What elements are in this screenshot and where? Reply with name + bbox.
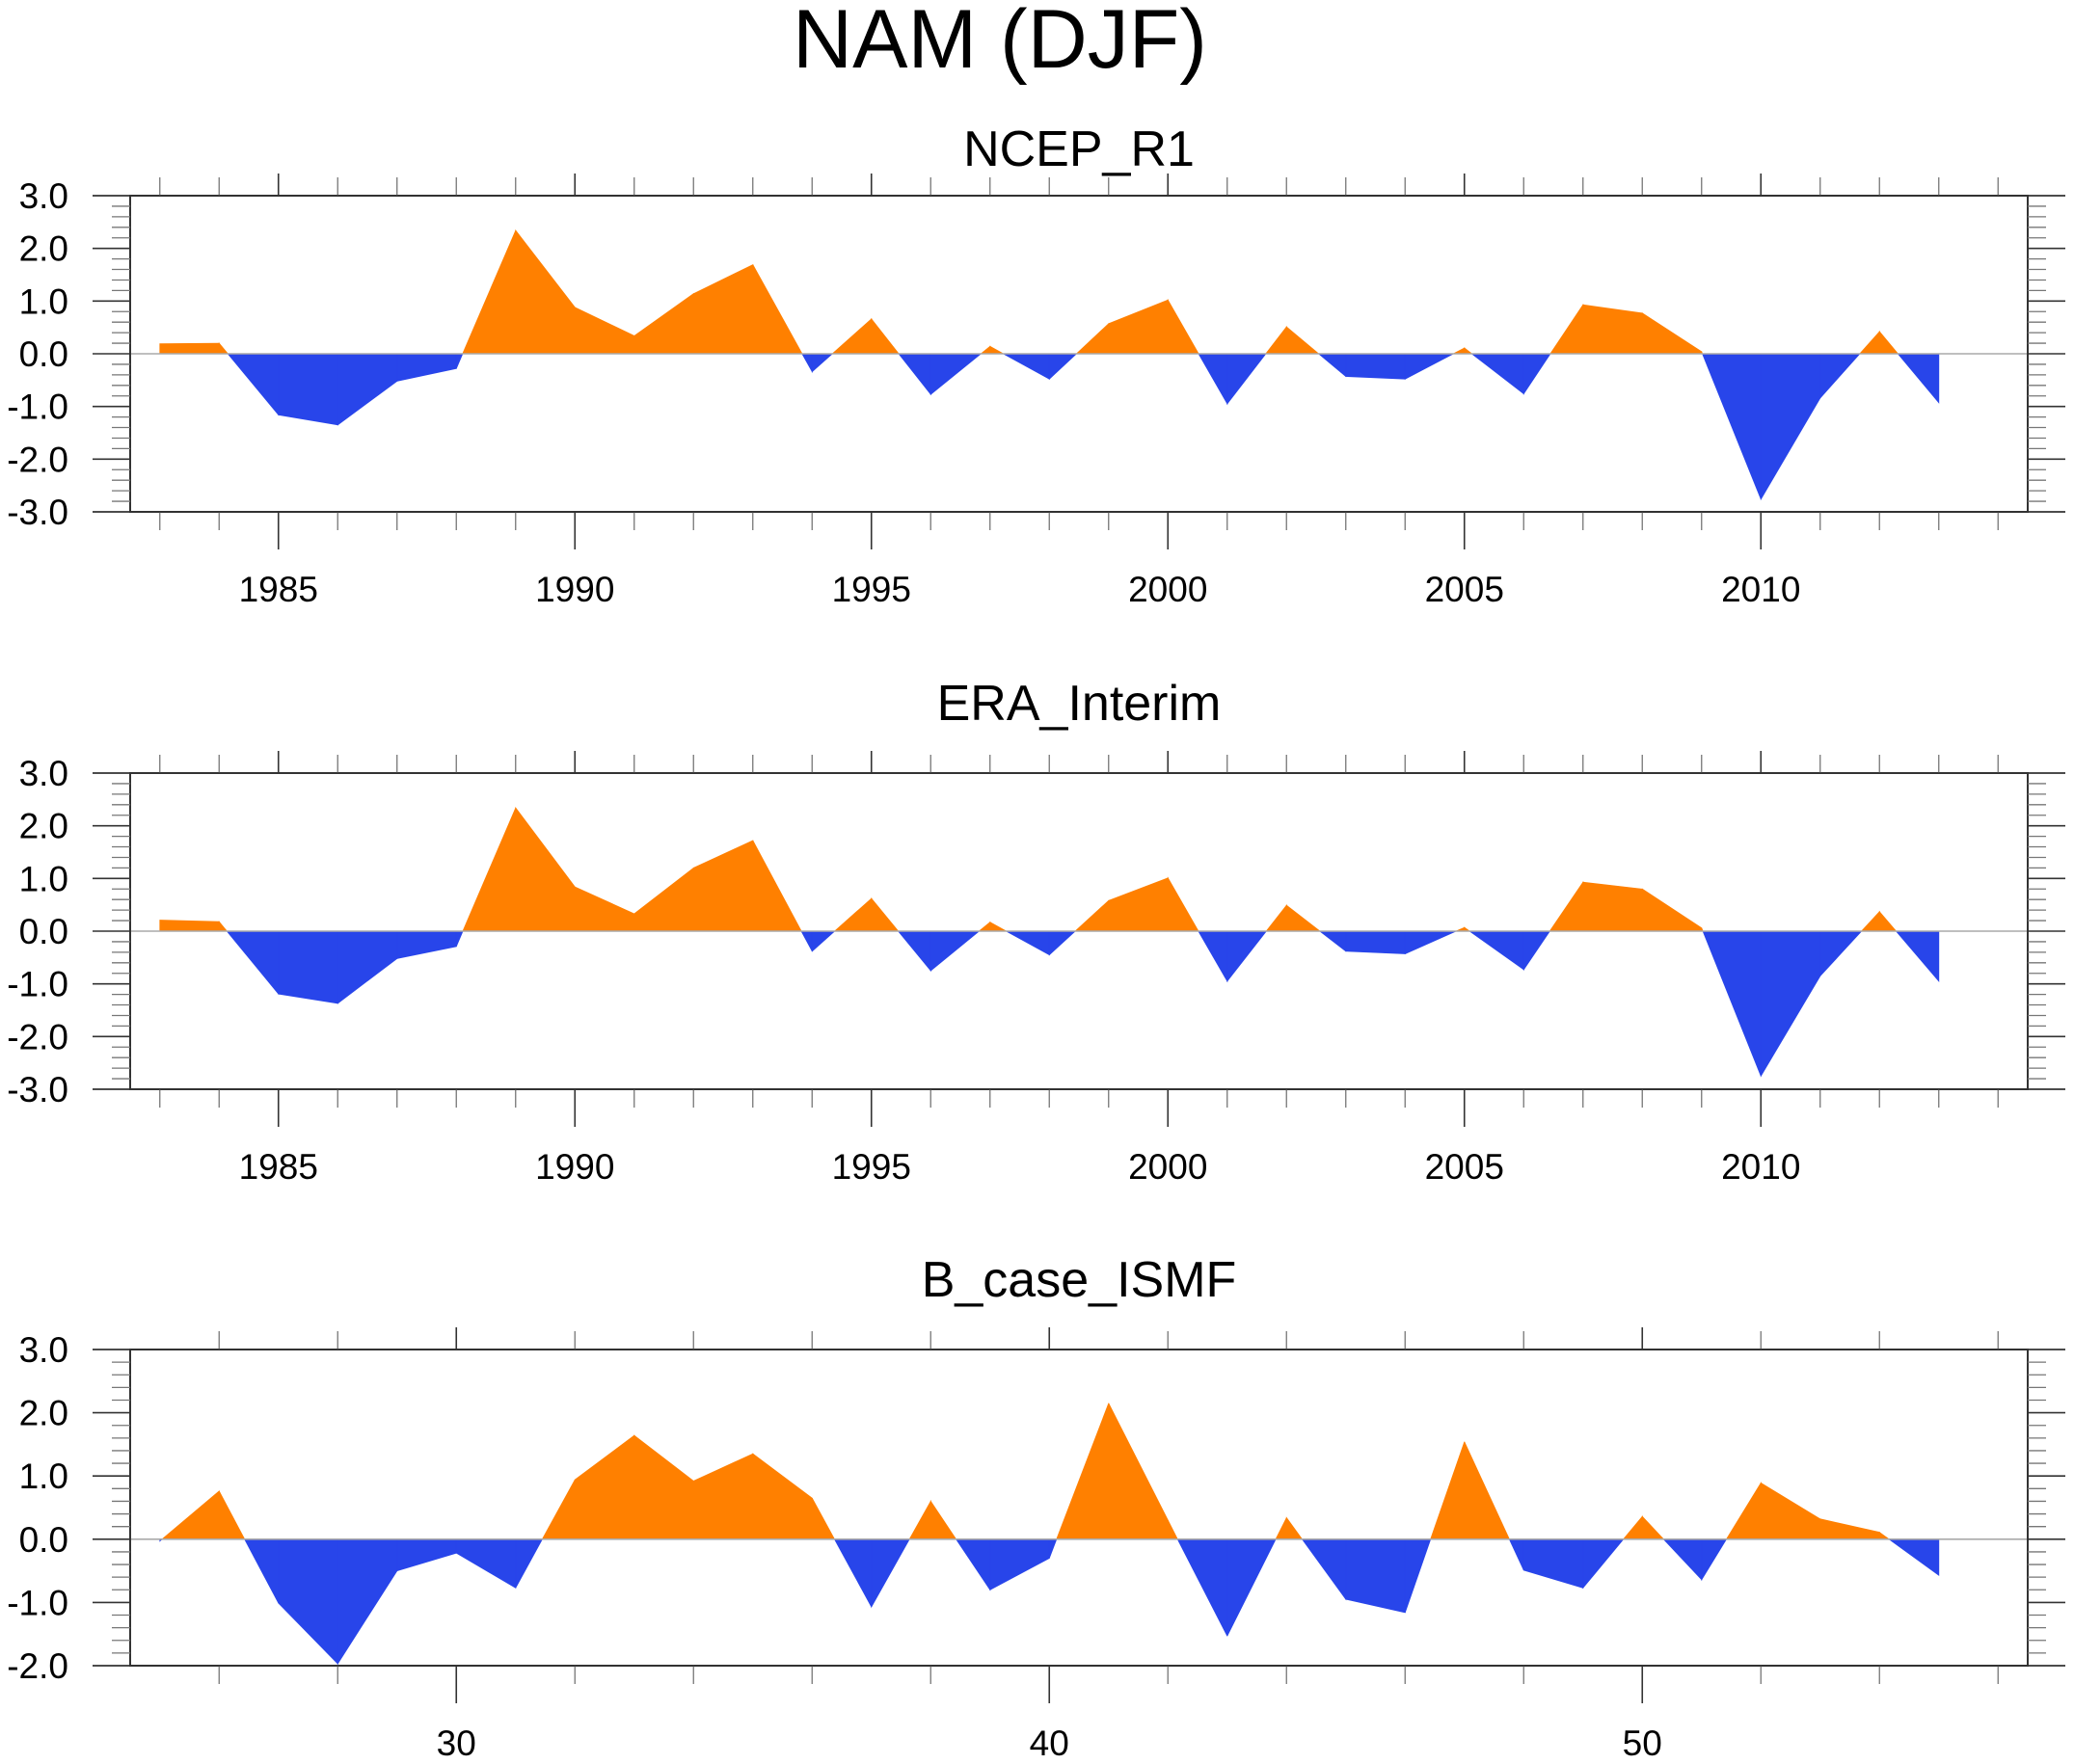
- negative-area-segment: [1345, 1538, 1406, 1614]
- x-tick-label: 1995: [832, 1147, 911, 1187]
- x-tick-label: 2005: [1425, 1147, 1504, 1187]
- x-tick-label: 40: [1030, 1724, 1069, 1763]
- y-tick-label: -1.0: [7, 1583, 68, 1622]
- positive-area-segment: [1582, 304, 1643, 355]
- x-tick-label: 2005: [1425, 570, 1504, 609]
- panel-ncep-r1: NCEP_R1 3.0 2.0 1.0 0.0 -1.0 -2.0 -3.0 1985 1990…: [7, 121, 2065, 609]
- panel-title: NCEP_R1: [963, 121, 1195, 177]
- x-tick-label: 50: [1623, 1724, 1662, 1763]
- x-tick-label: 2010: [1721, 1147, 1800, 1187]
- panel-era-interim: ERA_Interim 3.0 2.0 1.0 0.0 -1.0 -2.0 -3.0 1985…: [7, 676, 2065, 1187]
- panel-b-case-ismf: B_case_ISMF 3.0 2.0 1.0 0.0 -1.0 -2.0 30 40 50: [7, 1252, 2065, 1763]
- x-tick-label: 1990: [535, 1147, 614, 1187]
- positive-area-segment: [1582, 881, 1643, 932]
- plot-area: 3.0 2.0 1.0 0.0 -1.0 -2.0 30 40 50: [7, 1327, 2065, 1763]
- y-tick-label: 3.0: [19, 754, 68, 793]
- y-tick-label: 2.0: [19, 807, 68, 846]
- x-tick-label: 2010: [1721, 570, 1800, 609]
- x-tick-label: 1990: [535, 570, 614, 609]
- negative-area-segment: [1345, 930, 1406, 954]
- plot-area: 3.0 2.0 1.0 0.0 -1.0 -2.0 -3.0 1985 1990 1995 2000…: [7, 751, 2065, 1187]
- x-tick-label: 1995: [832, 570, 911, 609]
- y-tick-label: 1.0: [19, 281, 68, 321]
- negative-area-segment: [278, 930, 338, 1004]
- y-tick-label: -1.0: [7, 388, 68, 427]
- y-tick-label: 0.0: [19, 334, 68, 374]
- y-tick-label: -2.0: [7, 1646, 68, 1686]
- panel-title: B_case_ISMF: [922, 1252, 1237, 1308]
- positive-area-segment: [159, 920, 220, 932]
- figure-title: NAM (DJF): [793, 0, 1207, 86]
- y-tick-label: 0.0: [19, 912, 68, 951]
- y-tick-label: -3.0: [7, 493, 68, 532]
- y-tick-label: 3.0: [19, 1330, 68, 1370]
- y-tick-label: 1.0: [19, 1457, 68, 1496]
- x-tick-label: 30: [437, 1724, 476, 1763]
- y-tick-label: 3.0: [19, 176, 68, 216]
- negative-area-segment: [278, 353, 338, 426]
- x-tick-label: 1985: [239, 570, 318, 609]
- y-tick-label: -1.0: [7, 965, 68, 1004]
- y-tick-label: 2.0: [19, 1394, 68, 1433]
- y-tick-label: 0.0: [19, 1520, 68, 1560]
- y-tick-label: -3.0: [7, 1070, 68, 1109]
- panel-title: ERA_Interim: [937, 676, 1222, 732]
- x-tick-label: 1985: [239, 1147, 318, 1187]
- y-tick-label: -2.0: [7, 1017, 68, 1056]
- y-tick-label: 1.0: [19, 859, 68, 898]
- x-tick-label: 2000: [1128, 1147, 1207, 1187]
- plot-area: 3.0 2.0 1.0 0.0 -1.0 -2.0 -3.0 1985 1990 1995 2000…: [7, 174, 2065, 609]
- positive-area-segment: [159, 342, 220, 355]
- x-tick-label: 2000: [1128, 570, 1207, 609]
- y-tick-label: 2.0: [19, 229, 68, 269]
- y-tick-label: -2.0: [7, 440, 68, 479]
- negative-area-segment: [1345, 353, 1406, 380]
